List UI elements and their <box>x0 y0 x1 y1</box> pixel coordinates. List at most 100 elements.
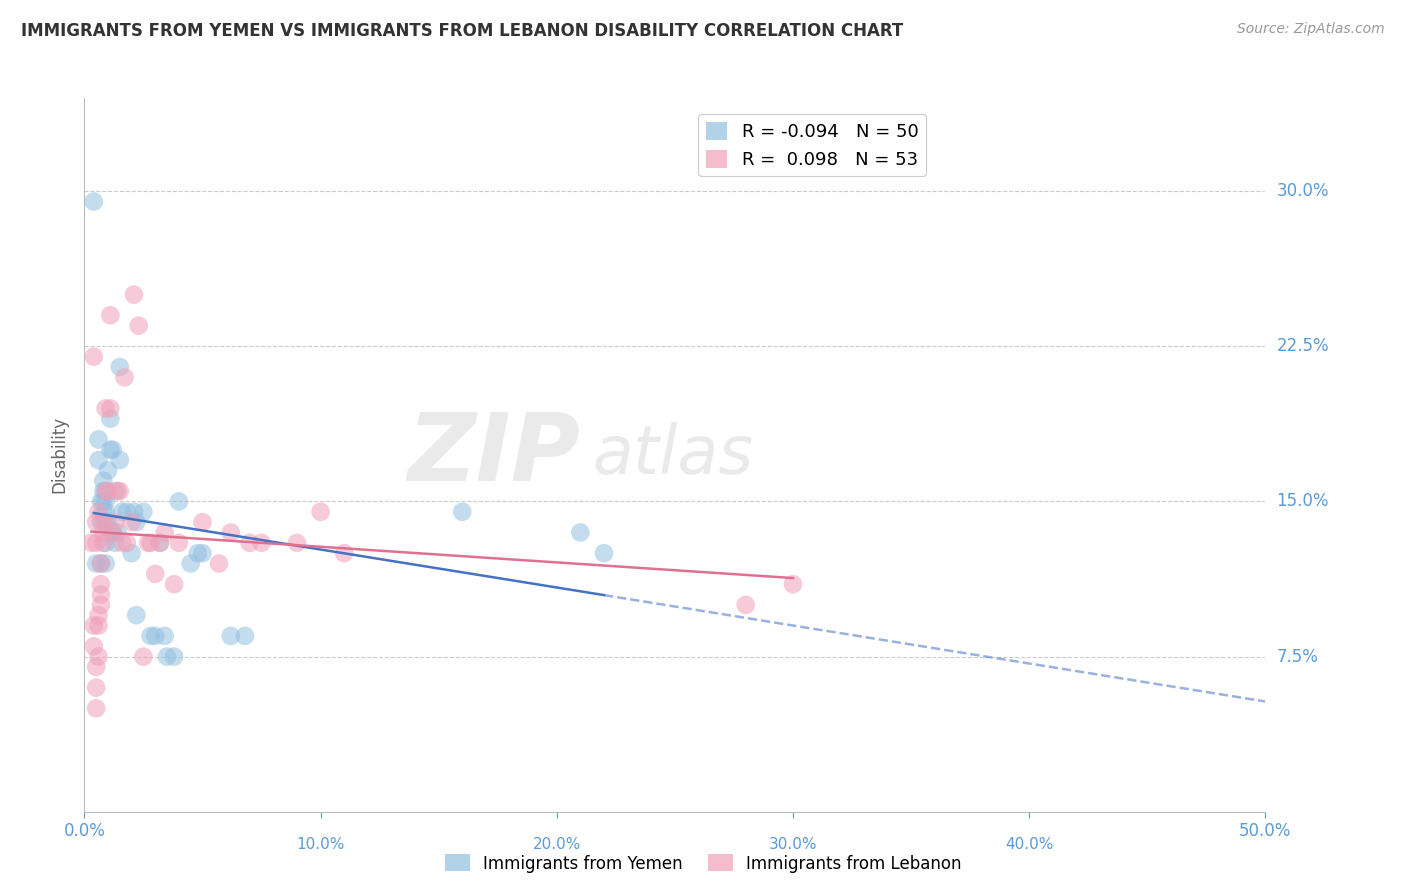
Point <box>87 608 110 623</box>
Point <box>83 618 105 632</box>
Point <box>108 453 131 467</box>
Point <box>115 536 138 550</box>
Text: 30.0%: 30.0% <box>769 837 817 852</box>
Point <box>333 546 356 560</box>
Point <box>139 536 162 550</box>
Point <box>84 660 107 674</box>
Point <box>191 546 214 560</box>
Point <box>97 515 120 529</box>
Point <box>219 629 242 643</box>
Point <box>139 629 162 643</box>
Point <box>104 536 127 550</box>
Point <box>87 433 110 447</box>
Point <box>84 536 107 550</box>
Point <box>569 525 592 540</box>
Point <box>84 681 107 695</box>
Point <box>90 515 112 529</box>
Point <box>163 577 186 591</box>
Point <box>167 494 190 508</box>
Point <box>107 484 129 499</box>
Point <box>94 401 117 416</box>
Point <box>84 515 107 529</box>
Point <box>90 598 112 612</box>
Text: 10.0%: 10.0% <box>297 837 344 852</box>
Point <box>122 505 145 519</box>
Point <box>187 546 209 560</box>
Point <box>98 442 121 457</box>
Point <box>84 701 107 715</box>
Point <box>98 411 121 425</box>
Text: 22.5%: 22.5% <box>1277 337 1329 355</box>
Point <box>104 515 127 529</box>
Point <box>156 649 179 664</box>
Point <box>90 557 112 571</box>
Point <box>97 463 120 477</box>
Point <box>734 598 756 612</box>
Point <box>83 194 105 209</box>
Point <box>111 505 134 519</box>
Point <box>121 515 143 529</box>
Point <box>91 484 114 499</box>
Point <box>108 359 131 374</box>
Text: ZIP: ZIP <box>408 409 581 501</box>
Point <box>94 536 117 550</box>
Point <box>94 494 117 508</box>
Point <box>98 308 121 322</box>
Point <box>149 536 172 550</box>
Text: 20.0%: 20.0% <box>533 837 581 852</box>
Point <box>167 536 190 550</box>
Text: atlas: atlas <box>592 422 754 488</box>
Text: 7.5%: 7.5% <box>1277 648 1319 665</box>
Point <box>149 536 172 550</box>
Point <box>250 536 273 550</box>
Point <box>94 505 117 519</box>
Point <box>108 484 131 499</box>
Point <box>101 525 124 540</box>
Text: 30.0%: 30.0% <box>1277 182 1329 200</box>
Point <box>132 649 155 664</box>
Point <box>233 629 256 643</box>
Point <box>104 484 127 499</box>
Point <box>191 515 214 529</box>
Point <box>91 515 114 529</box>
Point <box>94 484 117 499</box>
Point <box>80 536 103 550</box>
Legend: R = -0.094   N = 50, R =  0.098   N = 53: R = -0.094 N = 50, R = 0.098 N = 53 <box>699 114 925 177</box>
Point <box>143 629 166 643</box>
Point <box>451 505 474 519</box>
Point <box>101 525 124 540</box>
Point <box>219 525 242 540</box>
Point <box>87 453 110 467</box>
Point <box>163 649 186 664</box>
Point <box>239 536 262 550</box>
Point <box>91 505 114 519</box>
Text: 15.0%: 15.0% <box>1277 492 1329 510</box>
Point <box>90 557 112 571</box>
Point <box>285 536 308 550</box>
Point <box>91 494 114 508</box>
Y-axis label: Disability: Disability <box>51 417 69 493</box>
Point <box>83 639 105 653</box>
Point <box>125 515 148 529</box>
Text: Source: ZipAtlas.com: Source: ZipAtlas.com <box>1237 22 1385 37</box>
Point <box>153 629 176 643</box>
Point <box>125 608 148 623</box>
Point <box>208 557 231 571</box>
Point <box>98 401 121 416</box>
Point <box>91 525 114 540</box>
Point <box>83 350 105 364</box>
Point <box>94 484 117 499</box>
Point <box>121 546 143 560</box>
Legend: Immigrants from Yemen, Immigrants from Lebanon: Immigrants from Yemen, Immigrants from L… <box>437 847 969 880</box>
Point <box>87 505 110 519</box>
Point <box>87 618 110 632</box>
Point <box>84 557 107 571</box>
Point <box>782 577 804 591</box>
Point <box>90 577 112 591</box>
Point <box>115 505 138 519</box>
Point <box>94 515 117 529</box>
Point <box>114 370 136 384</box>
Point <box>143 566 166 581</box>
Point <box>90 494 112 508</box>
Text: 40.0%: 40.0% <box>1005 837 1053 852</box>
